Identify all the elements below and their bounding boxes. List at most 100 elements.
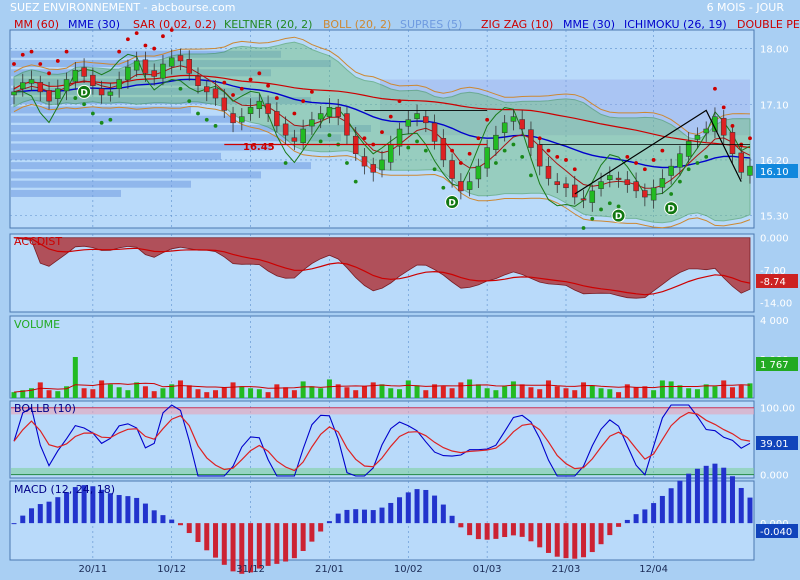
bollb-last-value: 39.01 (760, 439, 789, 450)
sar-dot (213, 124, 218, 128)
sar-dot (161, 34, 165, 39)
sar-dot (695, 161, 700, 165)
macd-bar (239, 523, 245, 574)
candle-body (572, 184, 578, 198)
macd-bar (169, 519, 175, 524)
accdist-title: ACCDIST (14, 235, 62, 248)
volume-bar (493, 390, 499, 398)
candle-body (598, 181, 604, 189)
volume-bar (300, 381, 306, 398)
candle-body (291, 137, 298, 142)
candle-body (738, 152, 744, 173)
candle-body (63, 79, 70, 92)
supres-band (11, 115, 231, 123)
sar-dot (441, 185, 446, 190)
accdist-last-badge: -8.74 (756, 274, 798, 288)
supres-band (11, 78, 211, 86)
supres-band (11, 152, 221, 160)
candle-body (475, 165, 482, 180)
macd-bar (397, 497, 403, 524)
volume-bar (729, 387, 735, 398)
macd-bar (607, 523, 613, 536)
macd-bar (405, 492, 411, 524)
volume-bar (405, 380, 411, 398)
supres-bands (11, 50, 750, 197)
sar-dot (642, 167, 647, 172)
sar-dot (204, 117, 209, 122)
volume-bar (712, 386, 718, 398)
supres-band (11, 162, 311, 170)
volume-bar (274, 384, 280, 398)
sar-dot (187, 99, 192, 104)
candle-body (361, 156, 368, 167)
macd-bar (344, 509, 350, 524)
volume-bar (344, 387, 350, 398)
volume-bar (686, 388, 692, 398)
sar-dot (29, 49, 34, 54)
volume-bar (397, 389, 403, 398)
macd-bar (458, 523, 464, 528)
legend-item: ICHIMOKU (26, 19) (624, 18, 727, 31)
candle-body (493, 134, 499, 150)
candle-body (221, 97, 228, 111)
supres-band (11, 50, 281, 58)
macd-bar (423, 489, 429, 524)
sar-dot (47, 71, 51, 76)
volume-bar (677, 385, 683, 398)
accdist-signal-line (13, 237, 751, 296)
sar-dot (99, 120, 104, 125)
macd-last-value: -0.040 (760, 527, 792, 538)
legend-item: MM (60) (14, 18, 59, 31)
candle-body (177, 55, 184, 62)
sar-dot (494, 161, 498, 165)
volume-bar (265, 392, 271, 398)
volume-bar (221, 387, 227, 398)
sar-dot (590, 216, 595, 221)
sar-dot (721, 105, 726, 110)
candle-body (186, 59, 192, 74)
macd-bar (712, 463, 718, 524)
supres-band (11, 97, 311, 105)
sar-dot (117, 49, 122, 54)
macd-bar (502, 523, 508, 538)
volume-bar (283, 387, 289, 398)
volume-plot (11, 357, 753, 398)
volume-bar (64, 386, 70, 398)
accdist-area (13, 237, 751, 299)
candle-body (405, 119, 412, 127)
sar-dot (520, 154, 525, 159)
candle-body (536, 144, 543, 167)
candle-body (694, 134, 701, 140)
candle-body (344, 113, 350, 136)
volume-last-value: 1 767 (760, 360, 789, 371)
candle-body (554, 181, 560, 185)
signal-marker-label: D (615, 212, 622, 222)
candle-body (729, 132, 736, 154)
candle-body (747, 165, 753, 176)
macd-bar (274, 523, 280, 564)
volume-bar (414, 385, 420, 398)
macd-bar (134, 497, 140, 524)
macd-bar (414, 489, 420, 524)
volume-bar (668, 381, 674, 398)
volume-bar (633, 387, 639, 398)
volume-bar (598, 388, 604, 398)
sar-dot (178, 86, 183, 91)
legend-item: KELTNER (20, 2) (224, 18, 312, 31)
legend-item: MME (30) (68, 18, 120, 31)
macd-bar (318, 523, 324, 532)
macd-plot (11, 463, 753, 574)
macd-bar (309, 523, 315, 542)
candle-body (265, 103, 271, 114)
bollb-upper-zone (11, 407, 754, 415)
macd-bar (221, 523, 227, 565)
volume-bar (449, 388, 455, 398)
macd-bar (449, 515, 455, 524)
macd-bar (81, 485, 87, 524)
supres-band (11, 87, 251, 95)
candle-body (160, 63, 166, 79)
accdist-last-value: -8.74 (760, 277, 786, 288)
supres-band (11, 171, 261, 179)
volume-bar (563, 388, 569, 398)
